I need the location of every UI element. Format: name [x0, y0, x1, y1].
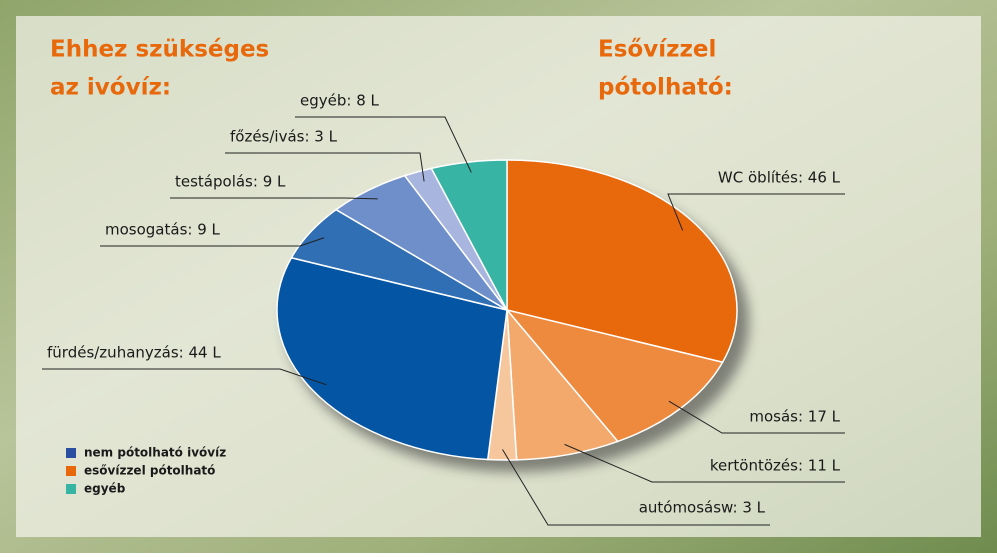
slice-label: autómosásw: 3 L: [639, 499, 766, 517]
slice-label: kertöntözés: 11 L: [710, 457, 841, 475]
heading: Esővízzel: [598, 37, 716, 63]
legend-label: nem pótolható ivóvíz: [84, 446, 226, 460]
slice-label: testápolás: 9 L: [175, 173, 286, 191]
legend-swatch: [66, 466, 76, 476]
slice-label: mosás: 17 L: [749, 408, 840, 426]
heading: pótolható:: [598, 75, 733, 101]
heading: az ivóvíz:: [50, 75, 171, 101]
slice-label: főzés/ivás: 3 L: [230, 128, 338, 146]
legend-swatch: [66, 448, 76, 458]
slice-label: mosogatás: 9 L: [105, 221, 221, 239]
legend-label: egyéb: [84, 482, 126, 496]
slice-label: WC öblítés: 46 L: [718, 169, 841, 187]
slice-label: egyéb: 8 L: [300, 92, 380, 110]
heading: Ehhez szükséges: [50, 37, 269, 63]
slice-label: fürdés/zuhanyzás: 44 L: [47, 344, 221, 362]
legend-swatch: [66, 484, 76, 494]
legend-label: esővízzel pótolható: [84, 464, 215, 478]
chart: Ehhez szükséges az ivóvíz: Esővízzel pótolh…: [0, 0, 997, 553]
